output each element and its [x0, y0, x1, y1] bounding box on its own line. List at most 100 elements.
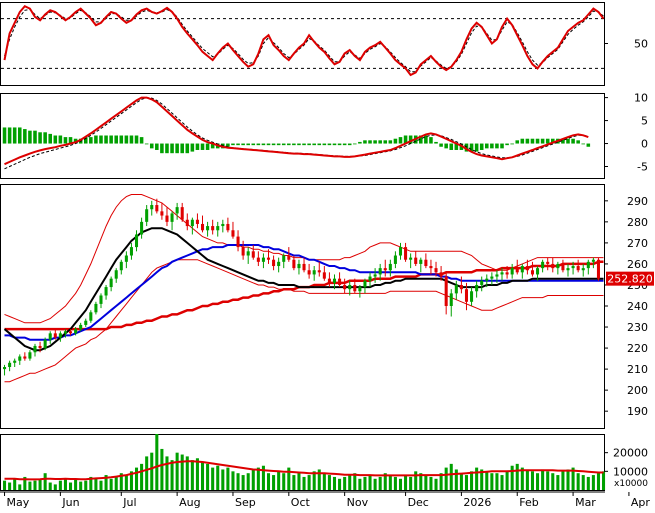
volume-unit-label: x10000 [614, 479, 648, 489]
candle-body [104, 287, 108, 296]
candle-body [424, 259, 428, 267]
macd-histogram-bar [175, 143, 179, 154]
macd-histogram-bar [525, 138, 530, 144]
candle-body [84, 320, 88, 325]
price-tick-label: 260 [627, 258, 648, 271]
macd-histogram-bar [520, 138, 525, 144]
candle-body [48, 333, 52, 340]
volume-bar [297, 473, 301, 490]
volume-bar [104, 475, 108, 490]
macd-histogram-bar [302, 143, 306, 146]
candle-body [145, 209, 149, 222]
macd-histogram-bar [586, 143, 591, 147]
macd-histogram-bar [58, 135, 63, 144]
volume-bar [429, 476, 433, 490]
macd-histogram-bar [124, 135, 129, 144]
candle-body [429, 266, 433, 269]
candle-body [18, 356, 22, 361]
volume-bar [221, 469, 225, 490]
macd-histogram-bar [287, 143, 291, 146]
volume-bar [160, 448, 164, 490]
candle-body [297, 263, 301, 269]
volume-bar [23, 476, 27, 490]
macd-histogram-bar [17, 127, 22, 144]
volume-bar [53, 484, 57, 490]
volume-bar [378, 476, 382, 490]
candle-body [373, 274, 377, 277]
candle-body [89, 312, 93, 321]
volume-bar [272, 475, 276, 490]
candle-body [591, 259, 595, 262]
candle-body [464, 289, 469, 302]
volume-bar [515, 463, 519, 490]
x-tick-label: 2026 [463, 496, 491, 509]
candle-body [541, 261, 545, 269]
volume-bar [266, 473, 271, 490]
volume-bar [500, 475, 504, 490]
candle-body [124, 255, 128, 262]
x-tick-label: May [7, 496, 30, 509]
volume-bar [388, 475, 392, 490]
volume-bar [551, 473, 555, 490]
volume-bar [99, 480, 103, 490]
macd-histogram-bar [160, 143, 164, 154]
volume-bar [256, 467, 260, 490]
volume-bar [358, 478, 362, 490]
x-tick-label: Jul [122, 496, 136, 509]
candle-body [530, 270, 534, 275]
macd-histogram-bar [439, 143, 443, 147]
volume-bar [571, 467, 575, 490]
candle-body [13, 360, 17, 363]
macd-histogram-bar [490, 143, 494, 149]
macd-tick-label: -5 [637, 161, 648, 174]
price-tick-label: 220 [627, 342, 648, 355]
ma-medium-line [4, 244, 604, 341]
macd-histogram-bar [332, 143, 337, 146]
candle-body [241, 247, 245, 256]
macd-histogram-bar [353, 143, 357, 145]
candle-body [490, 276, 494, 279]
volume-bar [261, 465, 265, 490]
volume-bar [206, 463, 210, 490]
macd-histogram-bar [581, 143, 586, 145]
candle-body [236, 236, 240, 248]
candle-body [485, 278, 489, 281]
volume-bar [317, 469, 321, 490]
price-tick-label: 290 [627, 195, 648, 208]
volume-bar [566, 469, 570, 490]
x-tick-label: Aug [179, 496, 200, 509]
volume-bar [581, 475, 585, 490]
candle-body [155, 205, 159, 212]
macd-histogram-bar [464, 143, 469, 152]
volume-bar [556, 475, 560, 490]
macd-histogram-bar [571, 138, 575, 144]
volume-bar [63, 478, 67, 490]
volume-bar [475, 467, 479, 490]
volume-bar [454, 469, 458, 490]
volume-bar [185, 456, 189, 490]
volume-bar [175, 452, 179, 490]
candle-body [596, 259, 600, 279]
candle-body [53, 333, 57, 338]
volume-bar [404, 475, 408, 490]
candle-body [515, 268, 519, 273]
last-price-label: 252.820 [607, 273, 653, 286]
volume-bar [424, 475, 428, 490]
candle-body [195, 219, 199, 224]
macd-histogram-bar [530, 138, 535, 144]
volume-bar [170, 460, 174, 490]
candle-body [459, 284, 463, 290]
volume-bar [546, 471, 550, 490]
macd-histogram-bar [246, 143, 250, 146]
macd-histogram-bar [449, 143, 454, 150]
macd-histogram-bar [281, 143, 286, 146]
macd-histogram-bar [505, 143, 509, 146]
macd-histogram-bar [474, 143, 479, 152]
candle-body [322, 272, 326, 279]
macd-histogram-bar [576, 140, 580, 144]
volume-bar [409, 476, 413, 490]
macd-histogram-bar [317, 143, 322, 146]
macd-histogram-bar [307, 143, 311, 146]
rsi-panel: 50 [0, 2, 648, 86]
